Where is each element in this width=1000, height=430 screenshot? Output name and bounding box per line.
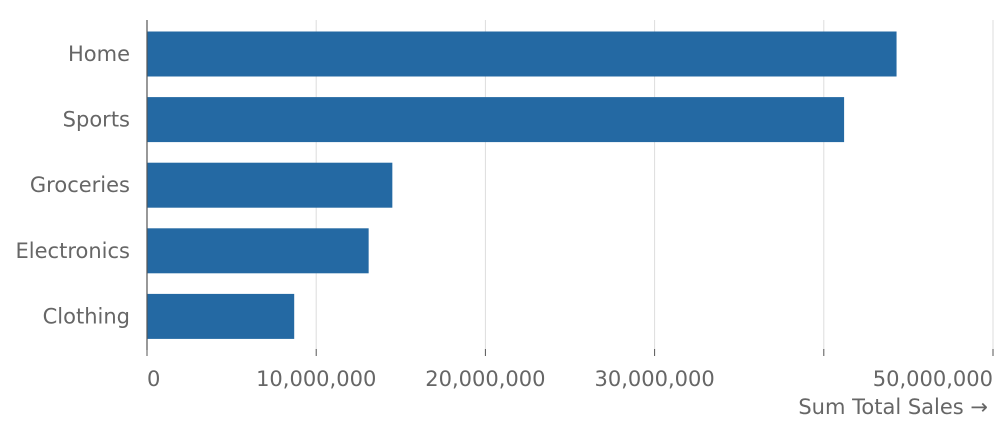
bar-groceries: [147, 162, 393, 208]
x-tick-label: 30,000,000: [594, 367, 714, 391]
y-category-label: Electronics: [16, 239, 130, 263]
axes: [146, 20, 994, 356]
y-category-label: Home: [68, 42, 130, 66]
bar-electronics: [147, 228, 369, 274]
x-tick-label: 50,000,000: [873, 367, 993, 391]
y-category-label: Sports: [63, 108, 130, 132]
x-axis-title: Sum Total Sales →: [798, 395, 988, 419]
bar-sports: [147, 97, 845, 143]
labels: 0 10,000,000 20,000,000 30,000,000 50,000,00…: [16, 42, 993, 391]
bar-clothing: [147, 293, 295, 339]
y-category-label: Clothing: [43, 304, 130, 328]
bars: [147, 31, 897, 339]
x-tick-label: 0: [147, 367, 160, 391]
bar-home: [147, 31, 897, 77]
x-tick-label: 20,000,000: [425, 367, 545, 391]
x-tick-label: 10,000,000: [256, 367, 376, 391]
y-category-label: Groceries: [30, 173, 130, 197]
